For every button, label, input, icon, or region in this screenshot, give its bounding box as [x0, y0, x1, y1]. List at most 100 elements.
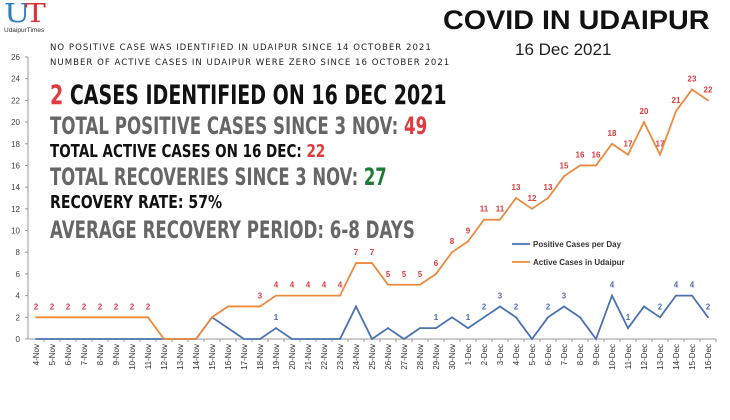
- data-label: 16: [576, 150, 585, 159]
- data-point: [99, 316, 101, 319]
- total-active-value: 22: [306, 141, 326, 162]
- data-label: 1: [626, 313, 631, 322]
- data-label: 4: [306, 281, 311, 290]
- total-positive-value: 49: [404, 112, 428, 140]
- data-label: 2: [114, 302, 119, 311]
- data-point: [579, 164, 581, 167]
- data-point: [467, 240, 469, 243]
- data-point: [483, 316, 485, 319]
- x-tick-label: 17-Nov: [240, 344, 249, 370]
- data-label: 2: [706, 302, 711, 311]
- data-point: [435, 273, 437, 275]
- x-tick-label: 14-Nov: [192, 344, 201, 370]
- y-tick-label: 4: [16, 292, 21, 301]
- data-label: 22: [704, 85, 713, 94]
- data-point: [563, 305, 565, 308]
- y-tick-label: 12: [11, 205, 20, 214]
- x-tick-label: 19-Nov: [272, 344, 281, 370]
- data-label: 5: [418, 270, 423, 279]
- x-tick-label: 18-Nov: [256, 344, 265, 370]
- x-tick-label: 13-Nov: [176, 344, 185, 370]
- data-point: [243, 338, 245, 340]
- data-point: [515, 197, 517, 199]
- data-point: [547, 197, 549, 199]
- data-point: [611, 142, 613, 145]
- data-point: [163, 338, 165, 340]
- headline-total-recoveries: TOTAL RECOVERIES SINCE 3 NOV: 27: [50, 165, 387, 189]
- data-label: 2: [546, 302, 551, 311]
- x-tick-label: 4-Nov: [32, 344, 41, 365]
- data-point: [323, 294, 325, 297]
- x-tick-label: 6-Dec: [544, 344, 553, 365]
- data-point: [419, 327, 421, 330]
- y-tick-label: 6: [16, 270, 21, 279]
- data-point: [275, 327, 277, 330]
- data-point: [515, 316, 517, 319]
- data-point: [227, 327, 229, 330]
- data-point: [675, 294, 677, 297]
- data-point: [627, 327, 629, 330]
- data-point: [355, 305, 357, 308]
- data-point: [195, 338, 197, 340]
- data-label: 4: [290, 281, 295, 290]
- data-point: [403, 283, 405, 286]
- data-point: [435, 327, 437, 330]
- data-point: [675, 110, 677, 113]
- data-point: [691, 294, 693, 297]
- x-tick-label: 9-Dec: [592, 344, 601, 365]
- x-tick-label: 12-Nov: [160, 344, 169, 370]
- data-point: [531, 207, 533, 210]
- x-tick-label: 24-Nov: [352, 344, 361, 370]
- data-point: [531, 338, 533, 340]
- data-label: 4: [322, 281, 327, 290]
- data-label: 11: [480, 205, 489, 214]
- total-positive-text: TOTAL POSITIVE CASES SINCE 3 NOV:: [50, 112, 405, 140]
- data-label: 4: [610, 281, 615, 290]
- x-tick-label: 29-Nov: [432, 344, 441, 370]
- data-point: [371, 338, 373, 340]
- y-tick-label: 26: [11, 53, 20, 62]
- data-label: 1: [466, 313, 471, 322]
- headline-avg-recovery: AVERAGE RECOVERY PERIOD: 6-8 DAYS: [50, 216, 415, 244]
- data-label: 23: [688, 75, 697, 84]
- data-label: 2: [50, 302, 55, 311]
- data-point: [355, 262, 357, 264]
- x-tick-label: 6-Nov: [64, 344, 73, 365]
- data-point: [611, 294, 613, 297]
- data-label: 2: [34, 302, 39, 311]
- y-tick-label: 22: [11, 96, 20, 105]
- data-point: [659, 316, 661, 319]
- data-label: 17: [656, 140, 665, 149]
- data-point: [387, 283, 389, 286]
- data-point: [499, 218, 501, 221]
- x-tick-label: 10-Nov: [128, 344, 137, 370]
- y-tick-label: 10: [11, 227, 20, 236]
- data-label: 6: [434, 259, 439, 268]
- data-label: 17: [624, 140, 633, 149]
- x-tick-label: 7-Nov: [80, 344, 89, 365]
- page-title: COVID IN UDAIPUR: [443, 5, 710, 35]
- x-tick-label: 9-Nov: [112, 344, 121, 365]
- y-tick-label: 24: [11, 75, 20, 84]
- data-point: [707, 99, 709, 102]
- data-label: 9: [466, 226, 471, 235]
- x-tick-label: 12-Dec: [640, 344, 649, 370]
- data-point: [51, 316, 53, 319]
- data-point: [323, 338, 325, 340]
- data-point: [339, 338, 341, 340]
- data-label: 20: [640, 107, 649, 116]
- data-point: [691, 88, 693, 91]
- x-tick-label: 1-Dec: [464, 344, 473, 365]
- data-label: 2: [98, 302, 103, 311]
- data-point: [563, 175, 565, 178]
- logo-letter-t: T: [25, 0, 46, 29]
- x-tick-label: 5-Nov: [48, 344, 57, 365]
- data-point: [307, 338, 309, 340]
- data-label: 18: [608, 129, 617, 138]
- data-point: [115, 338, 117, 340]
- data-point: [483, 218, 485, 221]
- data-label: 5: [386, 270, 391, 279]
- data-point: [211, 316, 213, 319]
- x-tick-label: 27-Nov: [400, 344, 409, 370]
- x-tick-label: 4-Dec: [512, 344, 521, 365]
